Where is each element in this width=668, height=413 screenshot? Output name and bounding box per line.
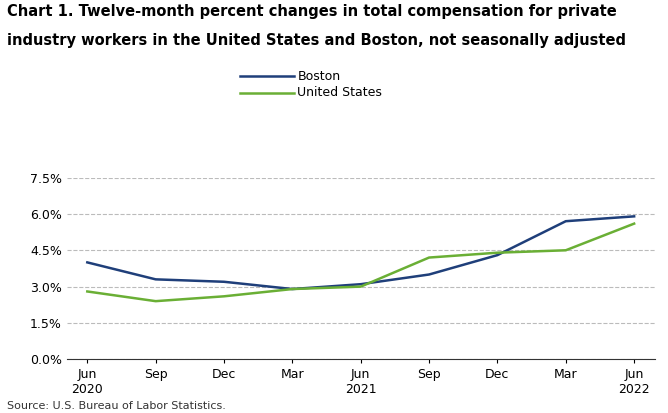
United States [425,255,433,260]
Text: industry workers in the United States and Boston, not seasonally adjusted: industry workers in the United States an… [7,33,626,48]
Boston [494,253,502,258]
United States [630,221,638,226]
Boston [630,214,638,219]
Boston [152,277,160,282]
Text: Source: U.S. Bureau of Labor Statistics.: Source: U.S. Bureau of Labor Statistics. [7,401,226,411]
Text: Chart 1. Twelve-month percent changes in total compensation for private: Chart 1. Twelve-month percent changes in… [7,4,617,19]
Boston [84,260,92,265]
Boston [357,282,365,287]
Boston [562,219,570,224]
Text: United States: United States [297,86,382,100]
United States [152,299,160,304]
Line: United States: United States [88,223,634,301]
Boston [220,279,228,284]
United States [84,289,92,294]
Line: Boston: Boston [88,216,634,289]
Boston [289,287,297,292]
United States [562,248,570,253]
Text: Boston: Boston [297,70,341,83]
United States [220,294,228,299]
Boston [425,272,433,277]
United States [289,287,297,292]
United States [494,250,502,255]
United States [357,284,365,289]
